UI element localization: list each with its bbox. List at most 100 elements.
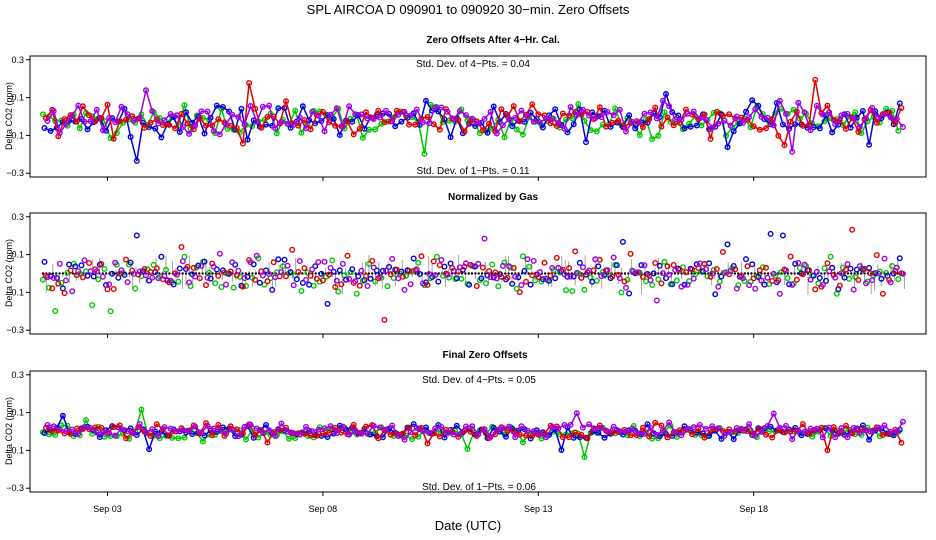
data-point-gas4 bbox=[155, 120, 162, 127]
ref-point bbox=[354, 272, 357, 275]
data-point-gas4 bbox=[149, 274, 156, 281]
data-point-gas2 bbox=[219, 103, 226, 110]
data-point-gas4 bbox=[795, 259, 802, 266]
data-point-gas4 bbox=[573, 112, 580, 119]
data-point-gas4 bbox=[136, 268, 143, 275]
data-point-gas4 bbox=[204, 274, 211, 281]
data-point-gas4 bbox=[807, 127, 814, 134]
data-point-gas2 bbox=[453, 275, 460, 282]
data-point-gas4 bbox=[573, 269, 580, 276]
data-point-gas4 bbox=[112, 432, 119, 439]
data-point-gas4 bbox=[653, 297, 660, 304]
data-point-gas2 bbox=[503, 433, 510, 440]
data-point-gas1 bbox=[415, 259, 422, 266]
data-point-gas4 bbox=[635, 269, 642, 276]
data-point-gas1 bbox=[46, 284, 53, 291]
data-point-gas2 bbox=[767, 423, 774, 430]
data-point-gas3 bbox=[141, 266, 148, 273]
data-point-gas1 bbox=[655, 132, 662, 139]
data-point-gas2 bbox=[41, 124, 48, 131]
data-point-gas4 bbox=[746, 421, 753, 428]
data-point-gas4 bbox=[887, 428, 894, 435]
data-point-gas4 bbox=[333, 277, 340, 284]
data-point-gas3 bbox=[719, 248, 726, 255]
data-point-gas3 bbox=[670, 122, 677, 129]
data-point-gas4 bbox=[81, 257, 88, 264]
data-point-gas4 bbox=[259, 103, 266, 110]
data-point-gas2 bbox=[761, 281, 768, 288]
data-point-gas4 bbox=[592, 115, 599, 122]
data-point-gas4 bbox=[339, 423, 346, 430]
data-point-gas2 bbox=[176, 128, 183, 135]
data-point-gas3 bbox=[578, 431, 585, 438]
data-point-gas3 bbox=[652, 260, 659, 267]
annotation-std-1pts: Std. Dev. of 1−Pts. = 0.06 bbox=[422, 482, 536, 493]
panel-final-zero-offsets: Final Zero Offsets Delta CO2 (ppm) 0.30.… bbox=[4, 350, 927, 496]
data-point-gas4 bbox=[487, 108, 494, 115]
data-point-gas4 bbox=[290, 430, 297, 437]
data-point-gas4 bbox=[290, 282, 297, 289]
data-point-gas3 bbox=[812, 286, 819, 293]
data-point-gas3 bbox=[412, 432, 419, 439]
data-point-gas2 bbox=[293, 276, 300, 283]
data-point-gas4 bbox=[370, 264, 377, 271]
panel-title: Zero Offsets After 4−Hr. Cal. bbox=[426, 35, 560, 46]
data-point-gas4 bbox=[303, 125, 310, 132]
data-point-gas4 bbox=[869, 428, 876, 435]
data-point-gas2 bbox=[558, 447, 565, 454]
data-point-gas3 bbox=[301, 265, 308, 272]
ref-point bbox=[467, 272, 470, 275]
data-point-gas1 bbox=[286, 435, 293, 442]
data-point-gas4 bbox=[586, 112, 593, 119]
data-point-gas3 bbox=[689, 266, 696, 273]
data-point-gas3 bbox=[110, 424, 117, 431]
data-point-gas4 bbox=[444, 108, 451, 115]
data-point-gas4 bbox=[789, 436, 796, 443]
data-point-gas3 bbox=[516, 289, 523, 296]
data-point-gas3 bbox=[338, 281, 345, 288]
data-point-gas1 bbox=[279, 263, 286, 270]
data-point-gas2 bbox=[484, 129, 491, 136]
data-point-gas4 bbox=[610, 254, 617, 261]
data-point-gas4 bbox=[530, 428, 537, 435]
data-point-gas3 bbox=[122, 256, 129, 263]
data-point-gas4 bbox=[758, 428, 765, 435]
panel-title: Final Zero Offsets bbox=[442, 350, 527, 361]
data-point-gas4 bbox=[229, 426, 236, 433]
data-point-gas3 bbox=[492, 269, 499, 276]
data-point-gas2 bbox=[133, 232, 140, 239]
data-point-gas4 bbox=[186, 279, 193, 286]
data-point-gas2 bbox=[84, 126, 91, 133]
ref-point bbox=[793, 272, 796, 275]
data-point-gas4 bbox=[690, 108, 697, 115]
data-point-gas4 bbox=[370, 422, 377, 429]
data-point-gas4 bbox=[456, 107, 463, 114]
data-point-gas4 bbox=[555, 119, 562, 126]
data-point-gas3 bbox=[166, 432, 173, 439]
data-point-gas4 bbox=[192, 122, 199, 129]
data-point-gas3 bbox=[664, 263, 671, 270]
data-point-gas4 bbox=[161, 273, 168, 280]
data-point-gas3 bbox=[676, 427, 683, 434]
data-point-gas2 bbox=[515, 274, 522, 281]
data-point-gas4 bbox=[241, 275, 248, 282]
data-point-gas4 bbox=[155, 433, 162, 440]
data-point-gas4 bbox=[573, 410, 580, 417]
y-tick-label: −0.1 bbox=[6, 445, 24, 455]
data-point-gas3 bbox=[141, 124, 148, 131]
data-point-gas3 bbox=[652, 104, 659, 111]
data-point-gas4 bbox=[721, 269, 728, 276]
data-point-gas4 bbox=[850, 424, 857, 431]
ref-point bbox=[820, 272, 823, 275]
data-point-gas3 bbox=[184, 120, 191, 127]
data-point-gas1 bbox=[821, 265, 828, 272]
data-point-gas4 bbox=[149, 426, 156, 433]
data-point-gas4 bbox=[475, 431, 482, 438]
data-point-gas4 bbox=[272, 274, 279, 281]
data-point-gas1 bbox=[458, 275, 465, 282]
data-point-gas2 bbox=[127, 259, 134, 266]
ref-point bbox=[198, 272, 201, 275]
data-point-gas4 bbox=[247, 102, 254, 109]
data-point-gas1 bbox=[464, 446, 471, 453]
data-point-gas2 bbox=[398, 118, 405, 125]
